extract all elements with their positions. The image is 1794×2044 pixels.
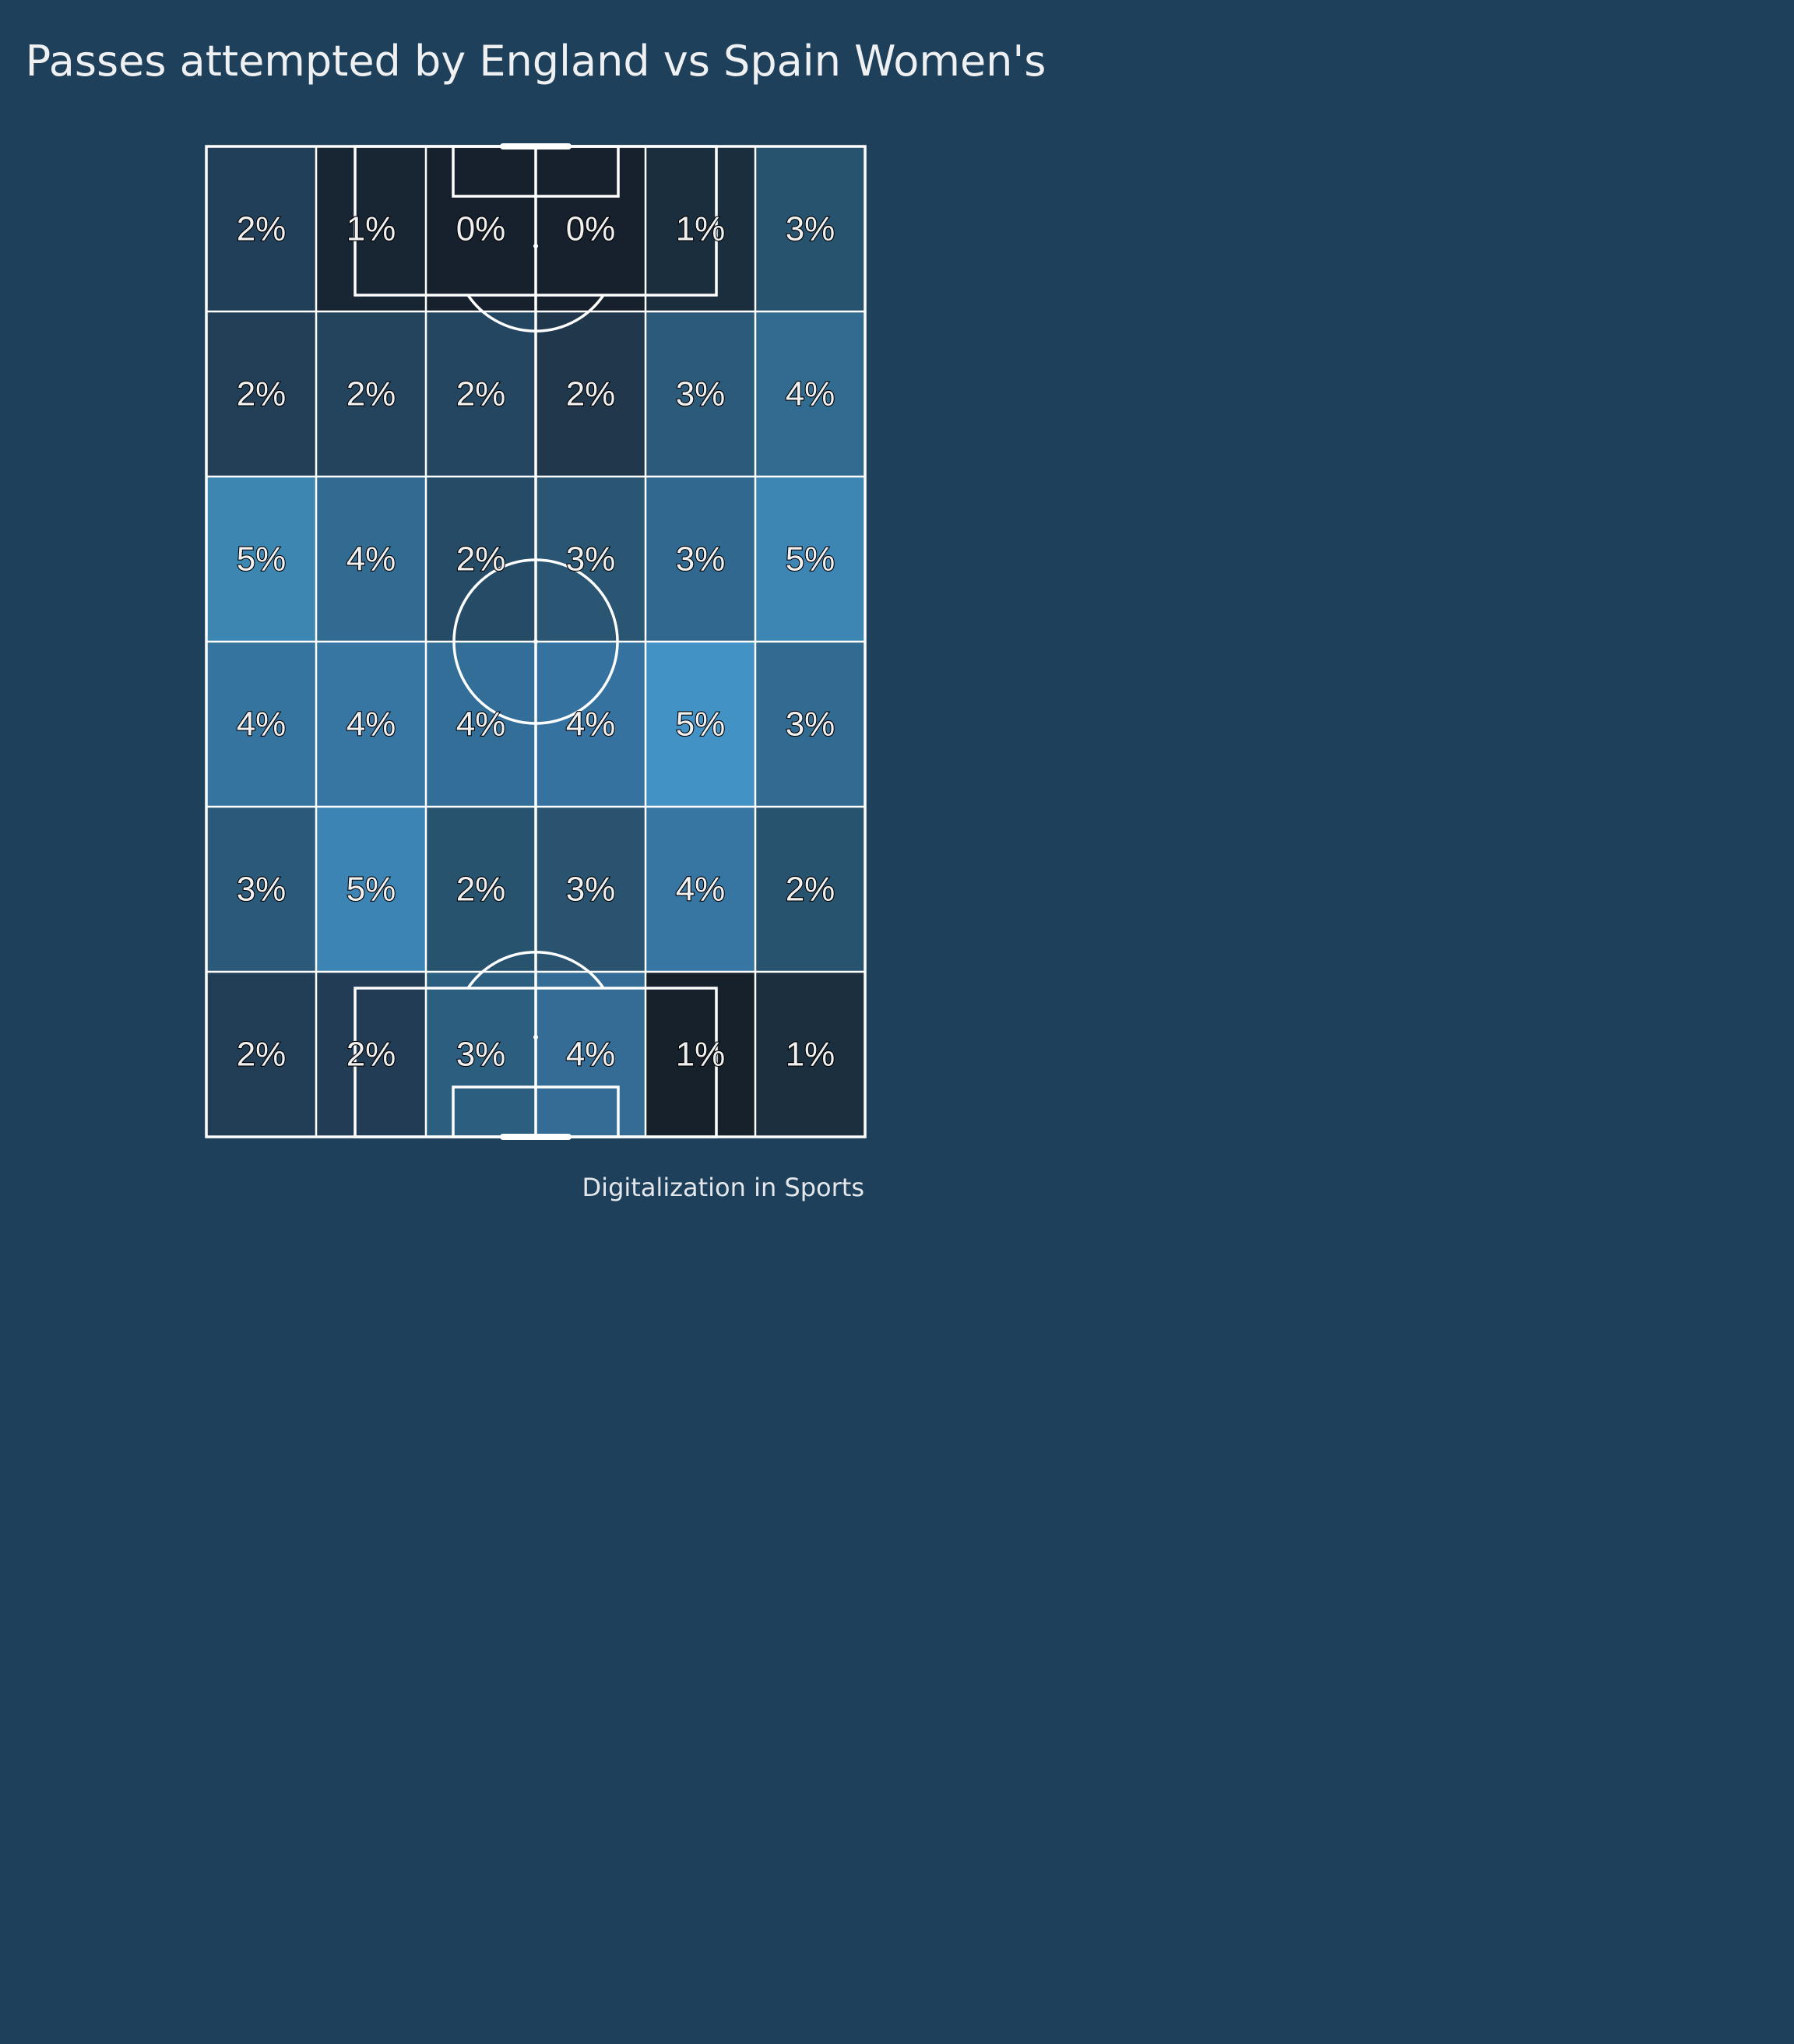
cell-label-r5-c6: 2%: [786, 871, 835, 909]
cell-label-r6-c4: 4%: [566, 1036, 616, 1074]
heatmap-cell-r1-c3: [426, 146, 536, 311]
heatmap-cell-r4-c5: [645, 642, 755, 807]
heatmap-cell-r5-c6: [755, 807, 865, 972]
heatmap-cell-r3-c1: [206, 477, 316, 642]
cell-label-r4-c6: 3%: [786, 705, 835, 744]
cell-label-r3-c1: 5%: [237, 540, 287, 579]
cell-label-r1-c2: 1%: [346, 210, 396, 248]
heatmap-cell-r5-c3: [426, 807, 536, 972]
heatmap-cell-r2-c4: [536, 311, 645, 477]
heatmap-cell-r6-c5: [645, 972, 755, 1137]
cell-label-r1-c6: 3%: [786, 210, 835, 248]
heatmap-cell-r3-c3: [426, 477, 536, 642]
cell-label-r2-c4: 2%: [566, 375, 616, 413]
cell-label-r3-c3: 2%: [456, 540, 506, 579]
cell-label-r4-c1: 4%: [237, 705, 287, 744]
chart-title: Passes attempted by England vs Spain Wom…: [25, 37, 1046, 86]
heatmap-cell-r6-c3: [426, 972, 536, 1137]
heatmap-cell-r4-c1: [206, 642, 316, 807]
heatmap-cell-r5-c1: [206, 807, 316, 972]
heatmap-cell-r2-c6: [755, 311, 865, 477]
cell-label-r4-c2: 4%: [346, 705, 396, 744]
heatmap-cell-r2-c2: [316, 311, 426, 477]
cell-label-r6-c3: 3%: [456, 1036, 506, 1074]
cell-label-r5-c5: 4%: [676, 871, 726, 909]
cell-label-r5-c4: 3%: [566, 871, 616, 909]
cell-label-r3-c6: 5%: [786, 540, 835, 579]
heatmap-cell-r6-c1: [206, 972, 316, 1137]
cell-label-r3-c4: 3%: [566, 540, 616, 579]
cell-label-r2-c6: 4%: [786, 375, 835, 413]
heatmap-cell-r4-c3: [426, 642, 536, 807]
cell-label-r5-c2: 5%: [346, 871, 396, 909]
cell-label-r3-c5: 3%: [676, 540, 726, 579]
heatmap-cell-r5-c2: [316, 807, 426, 972]
cell-label-r4-c5: 5%: [676, 705, 726, 744]
cell-label-r3-c2: 4%: [346, 540, 396, 579]
cell-label-r5-c1: 3%: [237, 871, 287, 909]
heatmap-cell-r1-c4: [536, 146, 645, 311]
heatmap-cell-r1-c1: [206, 146, 316, 311]
heatmap-cell-r1-c2: [316, 146, 426, 311]
heatmap-cell-r4-c6: [755, 642, 865, 807]
heatmap-cell-r6-c4: [536, 972, 645, 1137]
cell-label-r2-c3: 2%: [456, 375, 506, 413]
cell-label-r1-c3: 0%: [456, 210, 506, 248]
heatmap-cell-r1-c5: [645, 146, 755, 311]
cell-label-r6-c2: 2%: [346, 1036, 396, 1074]
cell-label-r2-c1: 2%: [237, 375, 287, 413]
cell-label-r2-c5: 3%: [676, 375, 726, 413]
cell-label-r1-c4: 0%: [566, 210, 616, 248]
heatmap-cell-r3-c5: [645, 477, 755, 642]
cell-label-r4-c4: 4%: [566, 705, 616, 744]
cell-label-r4-c3: 4%: [456, 705, 506, 744]
cell-label-r2-c2: 2%: [346, 375, 396, 413]
cell-label-r1-c5: 1%: [676, 210, 726, 248]
heatmap-cell-r2-c1: [206, 311, 316, 477]
bin-grid-lines: [206, 146, 865, 1137]
heatmap-cell-r1-c6: [755, 146, 865, 311]
cell-label-r6-c1: 2%: [237, 1036, 287, 1074]
heatmap-cell-r5-c4: [536, 807, 645, 972]
figure-canvas: Passes attempted by England vs Spain Wom…: [0, 0, 1071, 1221]
cell-label-r5-c3: 2%: [456, 871, 506, 909]
heatmap-cell-r5-c5: [645, 807, 755, 972]
heatmap-cell-r3-c2: [316, 477, 426, 642]
heatmap-cell-r6-c6: [755, 972, 865, 1137]
heatmap-cell-r2-c5: [645, 311, 755, 477]
cell-label-r6-c6: 1%: [786, 1036, 835, 1074]
heatmap-cell-r4-c2: [316, 642, 426, 807]
heatmap-cell-r4-c4: [536, 642, 645, 807]
heatmap-cell-r6-c2: [316, 972, 426, 1137]
cell-label-r6-c5: 1%: [676, 1036, 726, 1074]
heatmap-cells: [206, 146, 865, 1137]
heatmap-cell-r3-c6: [755, 477, 865, 642]
heatmap-cell-r3-c4: [536, 477, 645, 642]
heatmap-cell-r2-c3: [426, 311, 536, 477]
cell-labels: 2% 1% 0% 0% 1% 3% 2% 2% 2% 2% 3% 4% 5% 4% 2% 3% 3% 5% 4% 4%…: [236, 209, 836, 1074]
credit-text: Digitalization in Sports: [582, 1173, 864, 1202]
pitch-heatmap: 2% 1% 0% 0% 1% 3% 2% 2% 2% 2% 3% 4% 5% 4% 2% 3% 3% 5% 4% 4%…: [205, 143, 867, 1140]
cell-label-r1-c1: 2%: [237, 210, 287, 248]
